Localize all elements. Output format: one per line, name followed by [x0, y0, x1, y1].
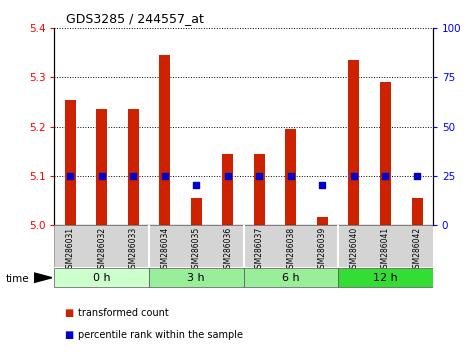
- Bar: [254, 154, 265, 225]
- Text: transformed count: transformed count: [78, 308, 169, 318]
- Bar: [380, 82, 391, 225]
- Text: GSM286037: GSM286037: [255, 227, 264, 273]
- Text: GSM286038: GSM286038: [286, 227, 296, 273]
- Point: [66, 173, 74, 178]
- Text: ■: ■: [64, 330, 73, 339]
- Bar: [96, 109, 107, 225]
- Text: GSM286042: GSM286042: [412, 227, 421, 273]
- Text: GSM286036: GSM286036: [223, 227, 232, 273]
- Point: [413, 173, 421, 178]
- Text: 0 h: 0 h: [93, 273, 111, 283]
- Point: [193, 183, 200, 188]
- Point: [130, 173, 137, 178]
- Text: ■: ■: [64, 308, 73, 318]
- Bar: [317, 217, 328, 225]
- FancyBboxPatch shape: [338, 268, 433, 287]
- Bar: [285, 129, 297, 225]
- Text: GSM286033: GSM286033: [129, 227, 138, 273]
- Bar: [349, 60, 359, 225]
- Point: [319, 183, 326, 188]
- FancyBboxPatch shape: [54, 268, 149, 287]
- Point: [382, 173, 389, 178]
- Point: [161, 173, 168, 178]
- Text: GSM286034: GSM286034: [160, 227, 169, 273]
- Bar: [159, 55, 170, 225]
- Text: GDS3285 / 244557_at: GDS3285 / 244557_at: [66, 12, 204, 25]
- Text: GSM286040: GSM286040: [350, 227, 359, 273]
- FancyBboxPatch shape: [149, 268, 244, 287]
- Point: [255, 173, 263, 178]
- Text: 6 h: 6 h: [282, 273, 300, 283]
- Text: time: time: [6, 274, 29, 284]
- Text: 12 h: 12 h: [373, 273, 398, 283]
- Bar: [412, 198, 422, 225]
- Text: GSM286032: GSM286032: [97, 227, 106, 273]
- Point: [287, 173, 295, 178]
- Bar: [65, 99, 76, 225]
- Text: GSM286039: GSM286039: [318, 227, 327, 273]
- FancyBboxPatch shape: [54, 225, 433, 267]
- Point: [98, 173, 105, 178]
- Bar: [222, 154, 233, 225]
- Point: [350, 173, 358, 178]
- Text: GSM286031: GSM286031: [66, 227, 75, 273]
- Point: [224, 173, 232, 178]
- Bar: [191, 198, 202, 225]
- Bar: [128, 109, 139, 225]
- Text: 3 h: 3 h: [187, 273, 205, 283]
- Text: GSM286041: GSM286041: [381, 227, 390, 273]
- Polygon shape: [34, 273, 52, 282]
- FancyBboxPatch shape: [244, 268, 338, 287]
- Text: percentile rank within the sample: percentile rank within the sample: [78, 330, 243, 339]
- Text: GSM286035: GSM286035: [192, 227, 201, 273]
